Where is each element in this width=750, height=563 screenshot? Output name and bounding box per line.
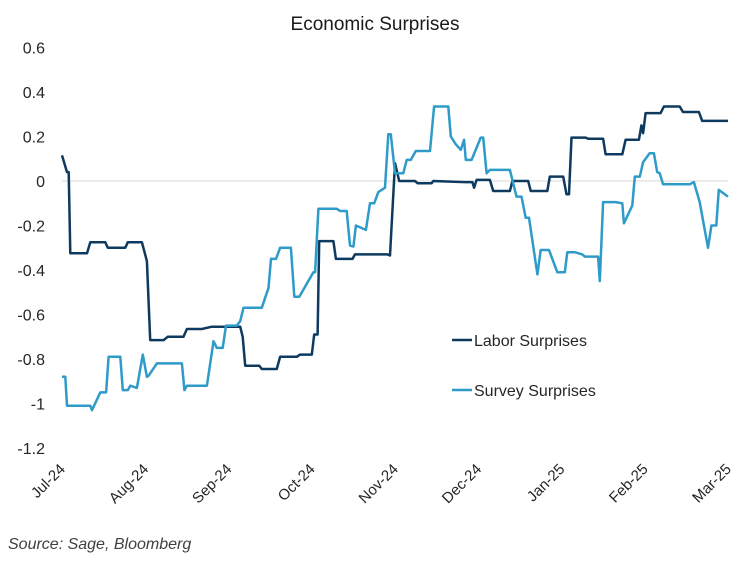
- legend-label-labor: Labor Surprises: [474, 333, 587, 350]
- legend-label-survey: Survey Surprises: [474, 383, 596, 400]
- x-tick-label: Dec-24: [439, 461, 485, 507]
- y-tick-label: 0.2: [23, 130, 45, 147]
- y-axis: 0.6 0.4 0.2 0 -0.2 -0.4 -0.6 -0.8 -1 -1.2: [17, 41, 45, 459]
- x-axis: Jul-24 Aug-24 Sep-24 Oct-24 Nov-24 Dec-24 Jan-…: [28, 461, 735, 507]
- x-tick-label: Jul-24: [28, 461, 69, 502]
- y-tick-label: 0.6: [23, 41, 45, 58]
- x-tick-label: Mar-25: [689, 461, 735, 507]
- y-tick-label: -1: [31, 397, 45, 414]
- y-tick-label: -0.4: [17, 263, 45, 280]
- x-tick-label: Sep-24: [189, 461, 235, 507]
- series-line-labor-surprises: [60, 105, 728, 371]
- x-tick-label: Aug-24: [106, 461, 152, 507]
- y-tick-label: 0.4: [23, 85, 45, 102]
- x-tick-label: Jan-25: [524, 461, 568, 505]
- x-tick-label: Nov-24: [356, 461, 402, 507]
- y-tick-label: -0.6: [17, 308, 45, 325]
- series-line-survey-surprises: [62, 105, 729, 412]
- x-tick-label: Oct-24: [275, 461, 319, 505]
- x-tick-label: Feb-25: [606, 461, 652, 507]
- y-tick-label: -1.2: [17, 441, 45, 458]
- chart-title: Economic Surprises: [291, 14, 460, 35]
- y-tick-label: -0.8: [17, 352, 45, 369]
- legend: Labor Surprises Survey Surprises: [452, 333, 596, 400]
- source-note: Source: Sage, Bloomberg: [8, 536, 191, 553]
- y-tick-label: 0: [36, 174, 45, 191]
- series-layer: [60, 105, 729, 412]
- y-tick-label: -0.2: [17, 219, 45, 236]
